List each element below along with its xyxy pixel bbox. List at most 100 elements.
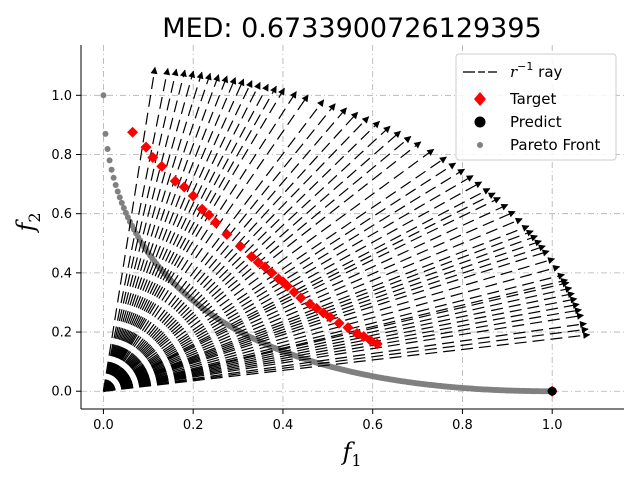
chart-title: MED: 0.6733900726129395 <box>162 13 541 44</box>
pareto-point <box>120 205 127 212</box>
ray-arrow <box>103 239 542 392</box>
ticks: 0.0 0.2 0.4 0.6 0.8 1.0 0.0 0.2 0.4 0.6 0.8 1.0 <box>51 89 562 433</box>
ray-arrow <box>102 71 204 392</box>
ray-arrow <box>103 225 530 392</box>
target-point <box>196 203 208 215</box>
ray-arrow <box>103 148 435 392</box>
target-point <box>221 228 233 240</box>
ray-arrow <box>102 85 277 392</box>
ray-arrow <box>103 130 402 392</box>
pareto-point <box>114 188 121 195</box>
ray-arrow <box>103 168 466 392</box>
target-point <box>333 317 345 329</box>
ray-arrow <box>103 331 591 392</box>
pareto-point <box>106 157 113 164</box>
pareto-point <box>100 92 107 99</box>
target-point <box>169 175 181 187</box>
legend-target-label: Target <box>509 90 557 108</box>
target-point <box>178 181 190 193</box>
target-point <box>140 141 152 153</box>
x-tick-label: 0.6 <box>362 418 383 433</box>
pareto-point <box>104 146 111 153</box>
ray-arrow <box>102 80 253 392</box>
target-point <box>127 126 139 138</box>
ray-arrow <box>102 70 196 392</box>
target-point <box>342 322 354 334</box>
ray-arrow <box>102 111 359 392</box>
ray-arrow <box>102 78 245 392</box>
x-tick-label: 0.4 <box>273 418 294 433</box>
x-tick-label: 1.0 <box>542 418 563 433</box>
ray-arrow <box>103 272 565 392</box>
ray-arrow <box>102 72 212 392</box>
axes-spines <box>80 45 624 410</box>
x-tick-label: 0.0 <box>93 418 114 433</box>
pareto-point <box>122 209 129 216</box>
ray-arrow <box>102 66 158 392</box>
target-points <box>127 126 558 397</box>
ray-arrow <box>102 83 269 392</box>
pareto-point <box>118 199 125 206</box>
ray-arrow <box>103 249 550 392</box>
pareto-front <box>100 92 556 395</box>
x-axis-label: f1 <box>340 438 361 470</box>
target-point <box>288 286 300 298</box>
predict-point <box>547 386 557 396</box>
target-point <box>324 311 336 323</box>
ray-arrow <box>102 67 171 392</box>
legend-target-diamond <box>474 92 486 106</box>
target-point <box>281 280 293 292</box>
ray-arrow <box>102 99 325 392</box>
legend-ray-label: r−1 ray <box>510 60 563 81</box>
ray-arrow <box>103 116 370 392</box>
pareto-point <box>116 194 123 201</box>
target-point <box>187 190 199 202</box>
pareto-point <box>102 130 109 137</box>
ray-arrow <box>103 181 483 392</box>
legend-item-target: Target <box>474 90 557 108</box>
ray-arrow <box>103 301 580 392</box>
target-point <box>234 240 246 252</box>
y-tick-label: 0.8 <box>51 148 72 163</box>
legend-pareto-label: Pareto Front <box>510 136 601 154</box>
ray-arrow <box>103 312 585 392</box>
legend-item-predict: Predict <box>474 113 562 131</box>
ray-arrow <box>102 81 261 392</box>
ray-arrow <box>102 103 336 392</box>
target-point <box>295 292 307 304</box>
ray-arrow <box>102 91 297 392</box>
target-point <box>311 302 323 314</box>
target-point <box>266 267 278 279</box>
ray-arrow <box>102 68 179 392</box>
y-tick-label: 1.0 <box>51 89 72 104</box>
predict-points <box>547 386 557 396</box>
ray-arrow <box>103 320 587 392</box>
legend-item-pareto: Pareto Front <box>477 136 601 154</box>
target-point <box>246 251 258 263</box>
ray-arrow <box>103 234 538 392</box>
target-point <box>317 307 329 319</box>
ray-arrow <box>102 87 285 392</box>
y-tick-label: 0.0 <box>51 385 72 400</box>
ray-arrow <box>103 264 561 392</box>
ray-arrow <box>103 120 380 392</box>
target-point <box>259 261 271 273</box>
target-point <box>156 160 168 172</box>
pareto-point <box>112 181 119 188</box>
x-tick-label: 0.8 <box>452 418 473 433</box>
legend-predict-circle <box>474 116 486 128</box>
legend-box <box>455 53 617 161</box>
target-point <box>252 257 264 269</box>
legend-predict-label: Predict <box>510 113 562 131</box>
legend-item-ray: r−1 ray <box>463 60 563 81</box>
y-tick-label: 0.4 <box>51 266 72 281</box>
ray-arrow <box>102 74 220 392</box>
ray-arrow <box>103 244 546 392</box>
x-tick-label: 0.2 <box>183 418 204 433</box>
ray-arrow <box>102 94 309 392</box>
pareto-point <box>108 166 115 173</box>
ray-arrow <box>103 285 573 392</box>
legend: r−1 ray Target Predict Pareto Front <box>455 53 617 161</box>
y-tick-label: 0.2 <box>51 326 72 341</box>
